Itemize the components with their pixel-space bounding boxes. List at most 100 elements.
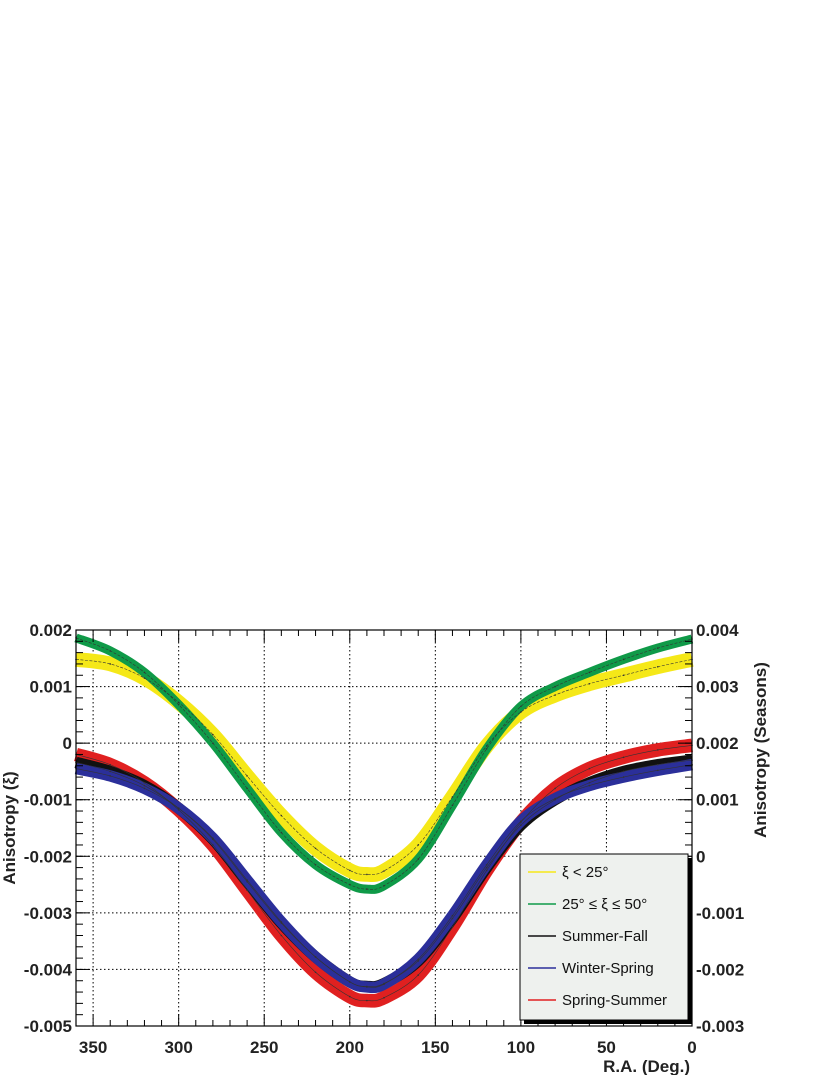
data-point <box>280 814 283 817</box>
data-point <box>177 809 180 811</box>
y-left-tick-label: 0.002 <box>29 621 72 640</box>
y-left-tick-label: -0.004 <box>24 960 73 979</box>
y-axis-left-title: Anisotropy (ξ) <box>0 771 19 884</box>
data-point <box>383 996 385 999</box>
line-25-0 <box>75 659 693 875</box>
x-tick-label: 350 <box>79 1038 107 1057</box>
data-point <box>554 694 556 696</box>
data-point <box>588 784 591 787</box>
data-point <box>314 956 317 958</box>
data-point <box>588 781 591 784</box>
y-right-tick-label: -0.001 <box>696 904 744 923</box>
data-point <box>212 733 214 736</box>
y-right-tick-label: 0.003 <box>696 678 739 697</box>
data-point <box>622 674 625 677</box>
series-lines <box>75 637 693 1002</box>
y-right-tick-label: 0 <box>696 847 705 866</box>
data-point <box>520 824 522 826</box>
data-point <box>417 844 420 846</box>
data-point <box>280 831 283 834</box>
data-point <box>656 665 659 668</box>
x-tick-label: 300 <box>164 1038 192 1057</box>
data-point <box>109 650 112 652</box>
tick-labels: 350 300 250 200 150 100 50 0 0.002 0.001 0 -0.001 -0… <box>24 621 744 1057</box>
y-axis-right-title: Anisotropy (Seasons) <box>751 662 770 838</box>
data-point <box>143 781 146 784</box>
data-point <box>246 880 248 883</box>
legend-label: Winter-Spring <box>562 960 654 977</box>
y-right-tick-label: 0.004 <box>696 621 739 640</box>
data-point <box>622 658 625 661</box>
x-tick-label: 250 <box>250 1038 278 1057</box>
data-point <box>348 995 351 998</box>
data-point <box>246 787 248 790</box>
data-point <box>554 798 556 801</box>
data-point <box>520 705 522 708</box>
data-point <box>554 797 556 800</box>
data-point <box>520 711 522 713</box>
y-right-tick-label: -0.003 <box>696 1017 744 1036</box>
data-point <box>554 685 556 688</box>
data-point <box>520 820 522 823</box>
y-right-tick-label: 0.001 <box>696 791 739 810</box>
legend: ξ < 25° 25° ≤ ξ ≤ 50° Summer-Fall Winter-Sp… <box>519 853 692 1024</box>
line-25-50-1 <box>75 637 693 890</box>
data-point <box>383 983 385 985</box>
data-point <box>314 847 317 850</box>
data-point <box>348 883 351 886</box>
data-point <box>246 889 248 892</box>
y-right-tick-label: 0.002 <box>696 734 739 753</box>
data-point <box>366 986 368 988</box>
data-point <box>554 787 556 790</box>
data-point <box>109 775 112 777</box>
data-point <box>109 770 112 773</box>
legend-box <box>519 853 689 1021</box>
data-point <box>212 742 214 744</box>
data-point <box>348 981 351 983</box>
data-point <box>656 749 659 751</box>
data-point <box>451 796 454 798</box>
data-point <box>314 863 317 866</box>
x-axis-title: R.A. (Deg.) <box>603 1057 690 1075</box>
data-point <box>366 999 368 1002</box>
data-point <box>485 748 488 750</box>
data-point <box>366 888 368 890</box>
data-point <box>485 863 488 866</box>
data-point <box>143 787 146 790</box>
legend-label: Summer-Fall <box>562 928 648 945</box>
data-point <box>383 884 385 887</box>
data-point <box>109 663 112 665</box>
data-point <box>451 804 454 807</box>
x-tick-label: 200 <box>336 1038 364 1057</box>
data-point <box>246 775 248 777</box>
x-tick-label: 50 <box>597 1038 616 1057</box>
data-point <box>417 858 420 860</box>
data-point <box>246 879 248 881</box>
data-point <box>348 869 351 872</box>
data-point <box>622 756 625 759</box>
x-tick-label: 0 <box>687 1038 696 1057</box>
data-point <box>177 807 180 809</box>
data-point <box>383 870 385 872</box>
data-point <box>212 837 214 839</box>
data-point <box>143 677 146 679</box>
y-left-tick-label: -0.005 <box>24 1017 72 1036</box>
data-point <box>212 844 214 846</box>
data-point <box>451 917 454 920</box>
line-spring-summer-4 <box>75 745 693 1002</box>
data-point <box>588 682 591 685</box>
data-point <box>485 866 488 869</box>
x-tick-label: 150 <box>421 1038 449 1057</box>
x-tick-label: 100 <box>507 1038 535 1057</box>
data-point <box>622 770 625 773</box>
data-point <box>656 769 659 772</box>
data-point <box>143 671 146 674</box>
data-point <box>451 926 454 928</box>
y-left-tick-label: -0.003 <box>24 904 72 923</box>
y-right-tick-label: -0.002 <box>696 960 744 979</box>
data-point <box>109 763 112 766</box>
data-point <box>143 784 146 787</box>
data-point <box>417 960 420 962</box>
y-left-tick-label: 0 <box>63 734 72 753</box>
